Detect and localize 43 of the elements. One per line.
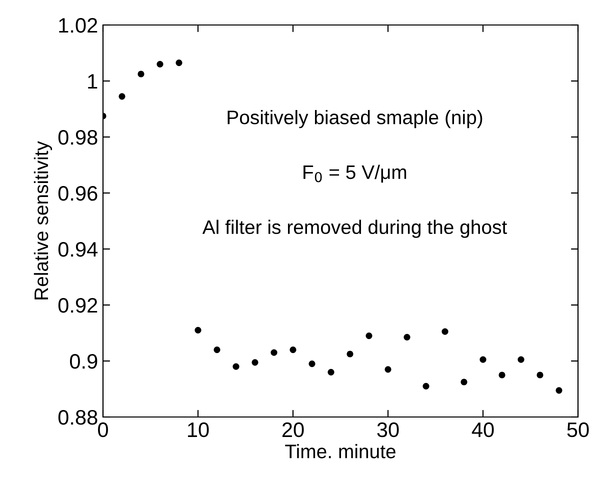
y-tick-label: 0.92: [58, 298, 98, 313]
point: [308, 360, 316, 368]
point: [252, 359, 258, 366]
point: [556, 387, 562, 394]
point: [536, 372, 544, 378]
x-tick-label: 40: [472, 422, 494, 438]
x-tick-label: 0: [98, 422, 108, 438]
y-tick-label: 1.02: [59, 18, 98, 33]
x-tick-label: 30: [377, 422, 399, 438]
point: [422, 382, 430, 390]
y-axis-title: Relative sensitivity: [34, 141, 52, 300]
point: [404, 334, 410, 340]
point: [214, 346, 220, 354]
point: [366, 332, 372, 340]
y-tick-label: 0.88: [58, 410, 98, 425]
annotation: F$_{0}$ = 5 V/μm: [304, 164, 406, 183]
y-tick-label: 0.98: [58, 130, 98, 145]
point: [480, 356, 486, 363]
point: [460, 378, 468, 386]
point: [156, 60, 164, 68]
x-tick-label: 10: [188, 422, 209, 438]
point: [232, 363, 240, 370]
x-tick-label: 50: [567, 422, 589, 438]
annotation: Al filter is removed during the ghost: [202, 220, 508, 238]
point: [176, 60, 182, 66]
point: [118, 93, 126, 100]
point: [384, 366, 392, 373]
point: [290, 346, 296, 354]
y-tick-label: 0.96: [58, 186, 98, 201]
x-tick-label: 20: [282, 422, 304, 438]
point: [518, 356, 524, 363]
point: [328, 368, 334, 376]
y-tick-label: 1: [88, 74, 98, 89]
point: [346, 350, 354, 358]
point: [138, 70, 144, 78]
annotation: Positively biased smaple (nip): [228, 110, 482, 128]
point: [194, 326, 202, 334]
point: [498, 372, 506, 378]
y-tick-label: 0.94: [58, 242, 98, 257]
y-tick-label: 0.9: [70, 354, 98, 369]
point: [270, 349, 278, 356]
x-axis-title: Time. minute: [285, 444, 396, 458]
point: [442, 328, 448, 335]
